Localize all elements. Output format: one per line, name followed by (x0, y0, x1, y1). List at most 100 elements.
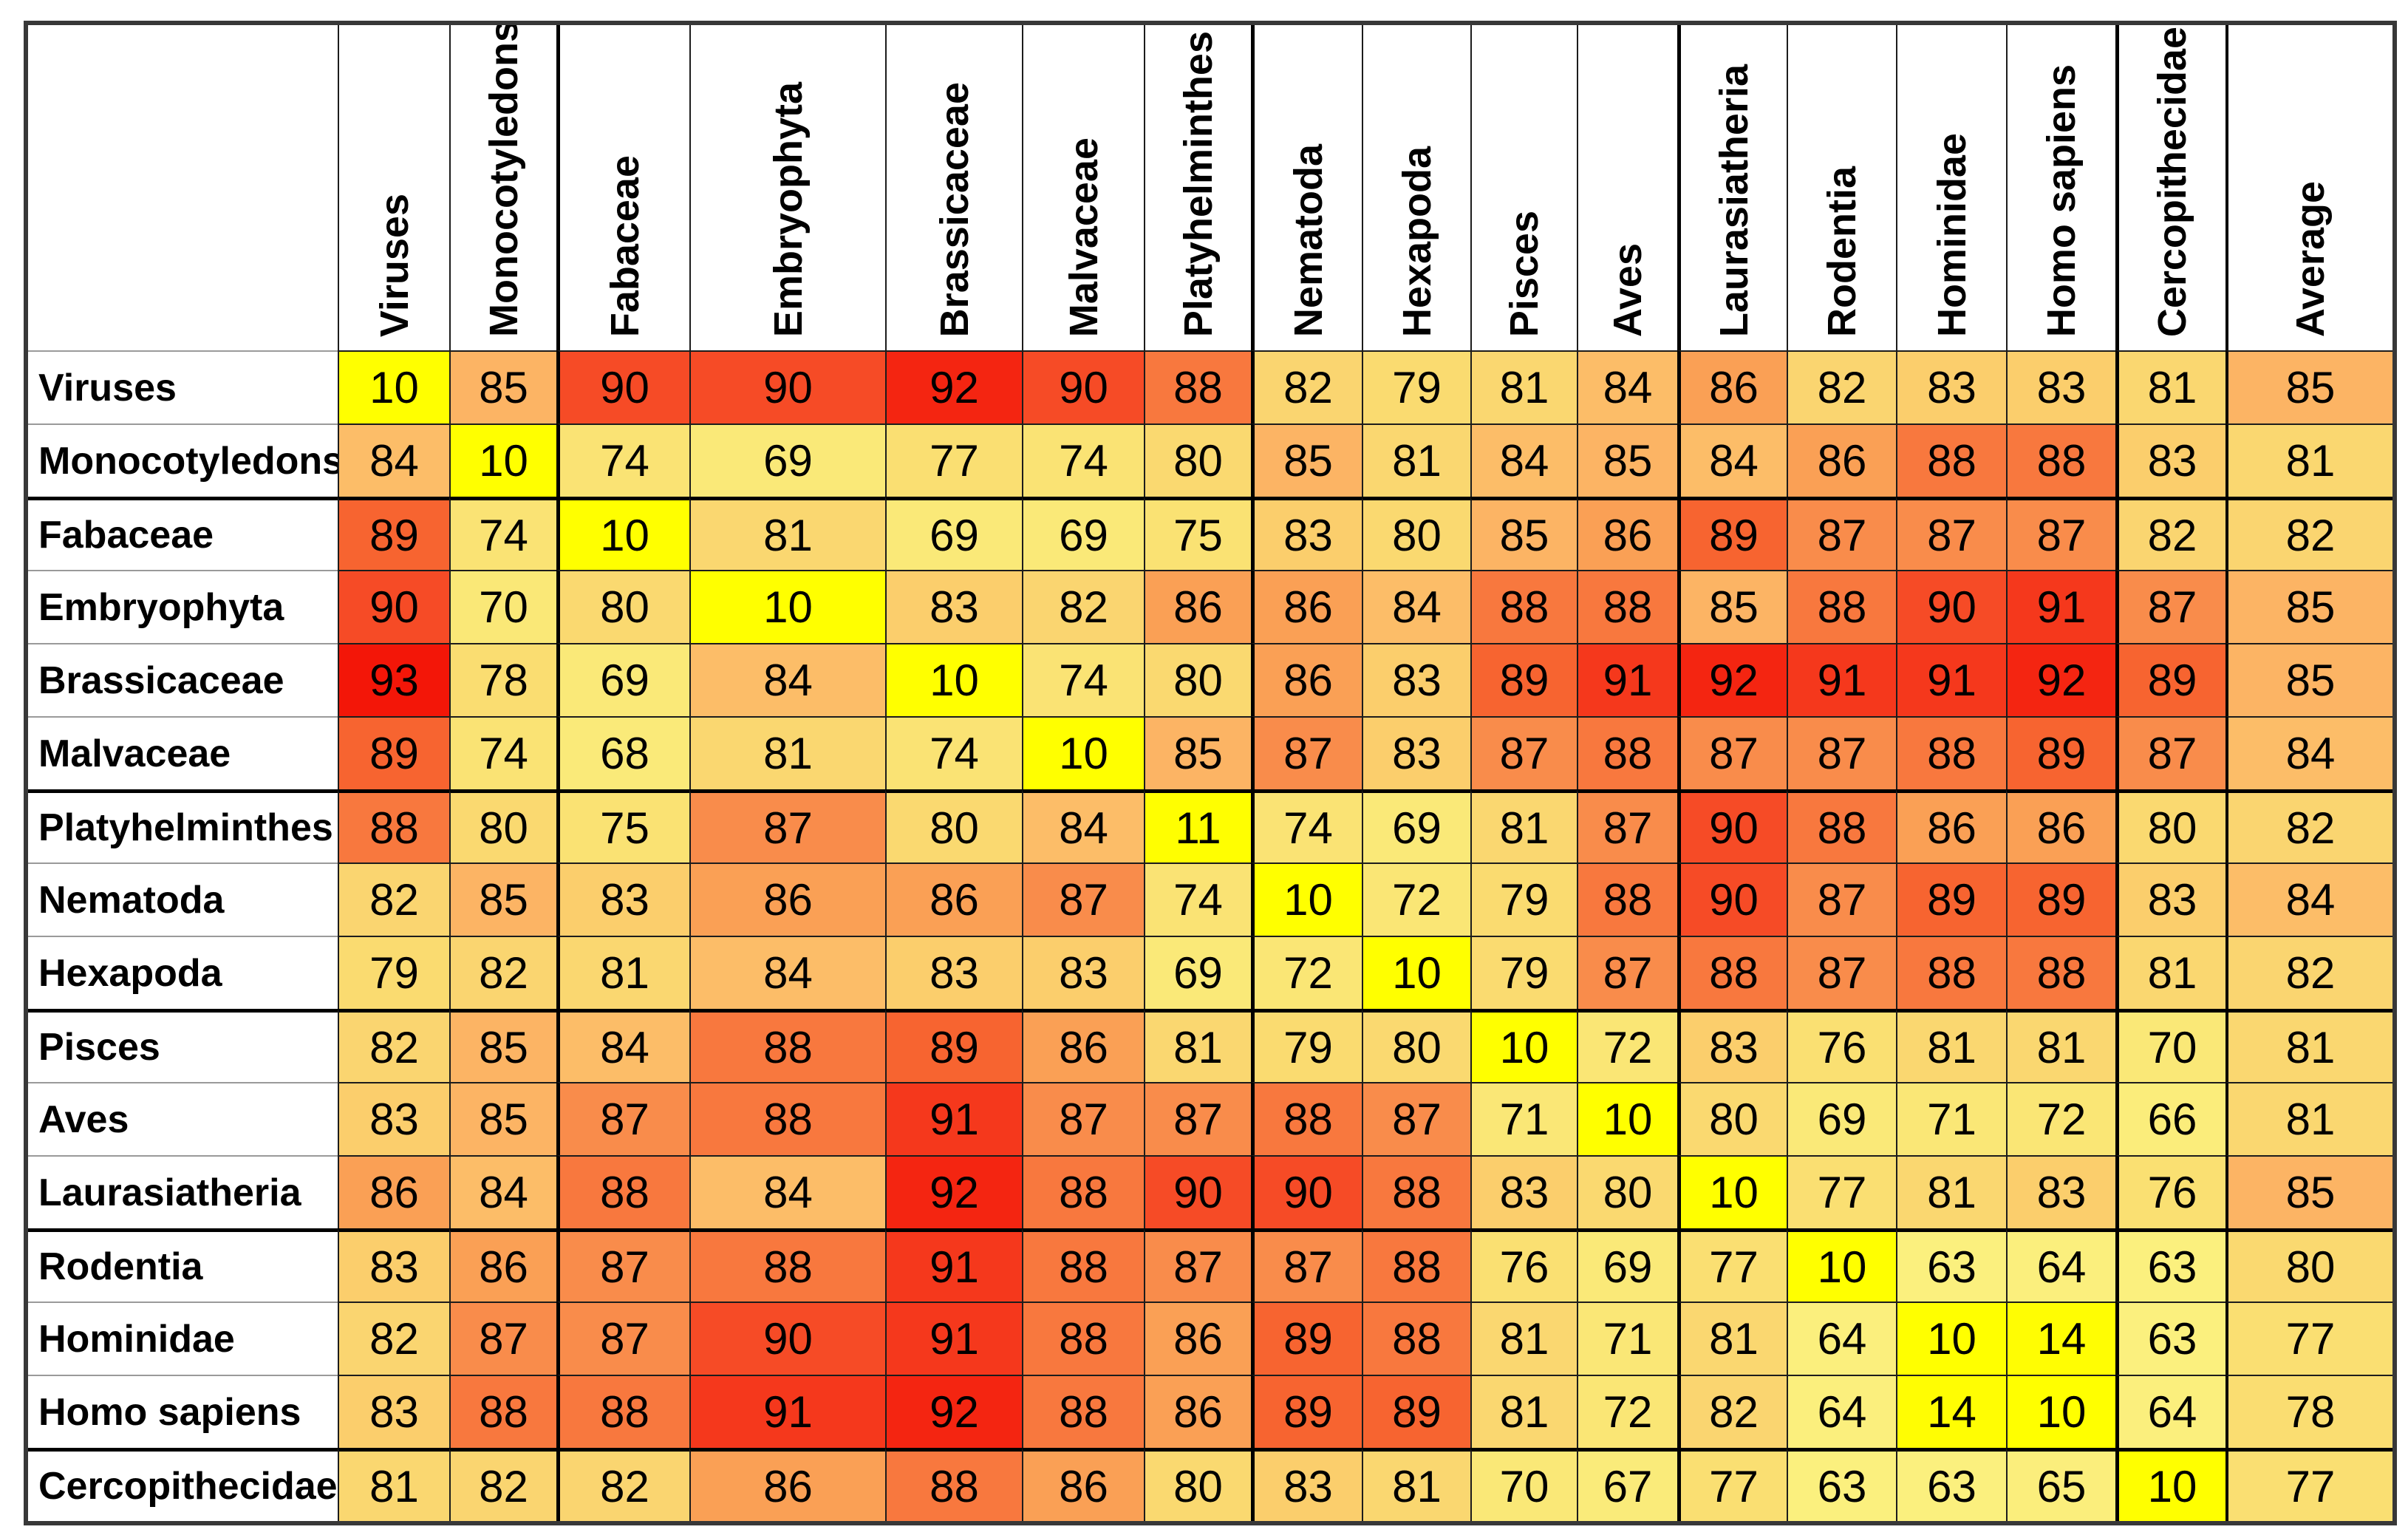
heatmap-cell: 87 (1144, 1228, 1251, 1301)
heatmap-cell: 86 (1577, 497, 1677, 570)
heatmap-cell: 84 (1677, 423, 1787, 497)
heatmap-cell: 69 (1787, 1082, 1896, 1155)
heatmap-cell: 71 (1470, 1082, 1577, 1155)
heatmap-cell: 89 (885, 1009, 1022, 1082)
heatmap-cell: 88 (556, 1375, 689, 1448)
heatmap-cell: 83 (1362, 643, 1470, 716)
heatmap-cell: 79 (338, 936, 449, 1009)
heatmap-cell: 85 (2225, 643, 2392, 716)
heatmap-cell: 89 (338, 497, 449, 570)
heatmap-cell: 14 (1896, 1375, 2006, 1448)
heatmap-cell: 85 (449, 1009, 556, 1082)
heatmap-cell: 88 (1022, 1228, 1144, 1301)
heatmap-cell: 91 (885, 1228, 1022, 1301)
heatmap-cell: 72 (1251, 936, 1362, 1009)
heatmap-cell: 69 (556, 643, 689, 716)
row-label-hominidae: Hominidae (28, 1301, 338, 1375)
heatmap-cell: 83 (2006, 1155, 2115, 1228)
column-header-label: Hexapoda (1394, 146, 1439, 337)
column-header-label: Embryophyta (765, 81, 811, 337)
column-header-label: Cercopithecidae (2150, 26, 2194, 337)
column-header-label: Homo sapiens (2039, 64, 2084, 337)
heatmap-cell: 10 (1787, 1228, 1896, 1301)
row-label-pisces: Pisces (28, 1009, 338, 1082)
heatmap-cell: 82 (338, 1009, 449, 1082)
heatmap-cell: 64 (1787, 1301, 1896, 1375)
heatmap-cell: 81 (2006, 1009, 2115, 1082)
heatmap-cell: 82 (1022, 570, 1144, 643)
heatmap-cell: 81 (1470, 350, 1577, 423)
column-header-rodentia: Rodentia (1787, 25, 1896, 350)
column-header-label: Average (2288, 180, 2333, 337)
heatmap-cell: 87 (1022, 862, 1144, 936)
heatmap-cell: 82 (1677, 1375, 1787, 1448)
column-header-label: Laurasiatheria (1711, 64, 1756, 337)
heatmap-cell: 90 (689, 1301, 885, 1375)
column-header-aves: Aves (1577, 25, 1677, 350)
heatmap-cell: 88 (1577, 862, 1677, 936)
heatmap-cell: 87 (1677, 716, 1787, 789)
column-header-hominidae: Hominidae (1896, 25, 2006, 350)
heatmap-cell: 77 (885, 423, 1022, 497)
heatmap-cell: 78 (449, 643, 556, 716)
heatmap-cell: 92 (1677, 643, 1787, 716)
row-label-cercopithecidae: Cercopithecidae (28, 1448, 338, 1521)
heatmap-cell: 72 (1362, 862, 1470, 936)
heatmap-cell: 77 (1677, 1228, 1787, 1301)
heatmap-cell: 87 (449, 1301, 556, 1375)
heatmap-cell: 89 (1677, 497, 1787, 570)
heatmap-cell: 82 (2225, 497, 2392, 570)
heatmap-cell: 14 (2006, 1301, 2115, 1375)
heatmap-cell: 87 (556, 1082, 689, 1155)
heatmap-cell: 86 (1677, 350, 1787, 423)
heatmap-cell: 91 (689, 1375, 885, 1448)
heatmap-cell: 88 (1022, 1155, 1144, 1228)
heatmap-cell: 10 (1251, 862, 1362, 936)
heatmap-cell: 74 (1022, 643, 1144, 716)
corner-cell (28, 25, 338, 350)
heatmap-cell: 89 (2006, 716, 2115, 789)
heatmap-cell: 90 (1251, 1155, 1362, 1228)
heatmap-cell: 82 (338, 862, 449, 936)
heatmap-cell: 86 (1787, 423, 1896, 497)
row-label-homo-sapiens: Homo sapiens (28, 1375, 338, 1448)
heatmap-cell: 89 (1251, 1375, 1362, 1448)
heatmap-cell: 75 (556, 789, 689, 862)
heatmap-cell: 88 (449, 1375, 556, 1448)
column-header-label: Brassicaceae (932, 81, 977, 337)
heatmap-cell: 87 (556, 1301, 689, 1375)
heatmap-cell: 70 (1470, 1448, 1577, 1521)
heatmap-cell: 76 (2115, 1155, 2225, 1228)
heatmap-cell: 82 (449, 936, 556, 1009)
heatmap-cell: 80 (2115, 789, 2225, 862)
heatmap-cell: 74 (556, 423, 689, 497)
heatmap-cell: 81 (689, 716, 885, 789)
heatmap-cell: 70 (449, 570, 556, 643)
heatmap-cell: 90 (1677, 789, 1787, 862)
column-header-label: Monocotyledons (481, 25, 526, 337)
heatmap-cell: 79 (1470, 862, 1577, 936)
heatmap-cell: 77 (1677, 1448, 1787, 1521)
heatmap-cell: 84 (556, 1009, 689, 1082)
heatmap-cell: 75 (1144, 497, 1251, 570)
column-header-label: Aves (1606, 242, 1650, 337)
heatmap-cell: 81 (1470, 1375, 1577, 1448)
heatmap-cell: 86 (885, 862, 1022, 936)
heatmap-cell: 90 (338, 570, 449, 643)
heatmap-cell: 63 (1896, 1228, 2006, 1301)
heatmap-cell: 88 (1362, 1228, 1470, 1301)
heatmap-cell: 87 (1470, 716, 1577, 789)
heatmap-cell: 88 (689, 1228, 885, 1301)
column-header-cercopithecidae: Cercopithecidae (2115, 25, 2225, 350)
column-header-nematoda: Nematoda (1251, 25, 1362, 350)
heatmap-cell: 87 (1144, 1082, 1251, 1155)
heatmap-cell: 86 (1144, 1301, 1251, 1375)
heatmap-cell: 86 (338, 1155, 449, 1228)
heatmap-cell: 74 (1144, 862, 1251, 936)
heatmap-cell: 80 (1144, 643, 1251, 716)
heatmap-cell: 81 (1362, 423, 1470, 497)
row-label-hexapoda: Hexapoda (28, 936, 338, 1009)
row-label-rodentia: Rodentia (28, 1228, 338, 1301)
heatmap-cell: 88 (1787, 789, 1896, 862)
heatmap-cell: 69 (689, 423, 885, 497)
